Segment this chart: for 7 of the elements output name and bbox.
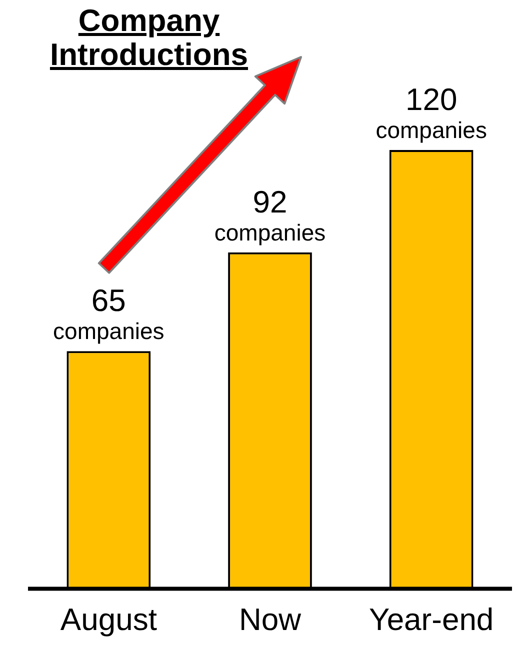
data-label: 65 companies [53,283,164,344]
x-tick-label: August [60,602,158,637]
data-label: 92 companies [214,184,326,246]
chart-title: Company Introductions [48,3,250,72]
x-tick-label: Now [238,602,302,637]
x-tick-label: Year-end [368,602,494,637]
data-label: 120 companies [376,82,487,143]
